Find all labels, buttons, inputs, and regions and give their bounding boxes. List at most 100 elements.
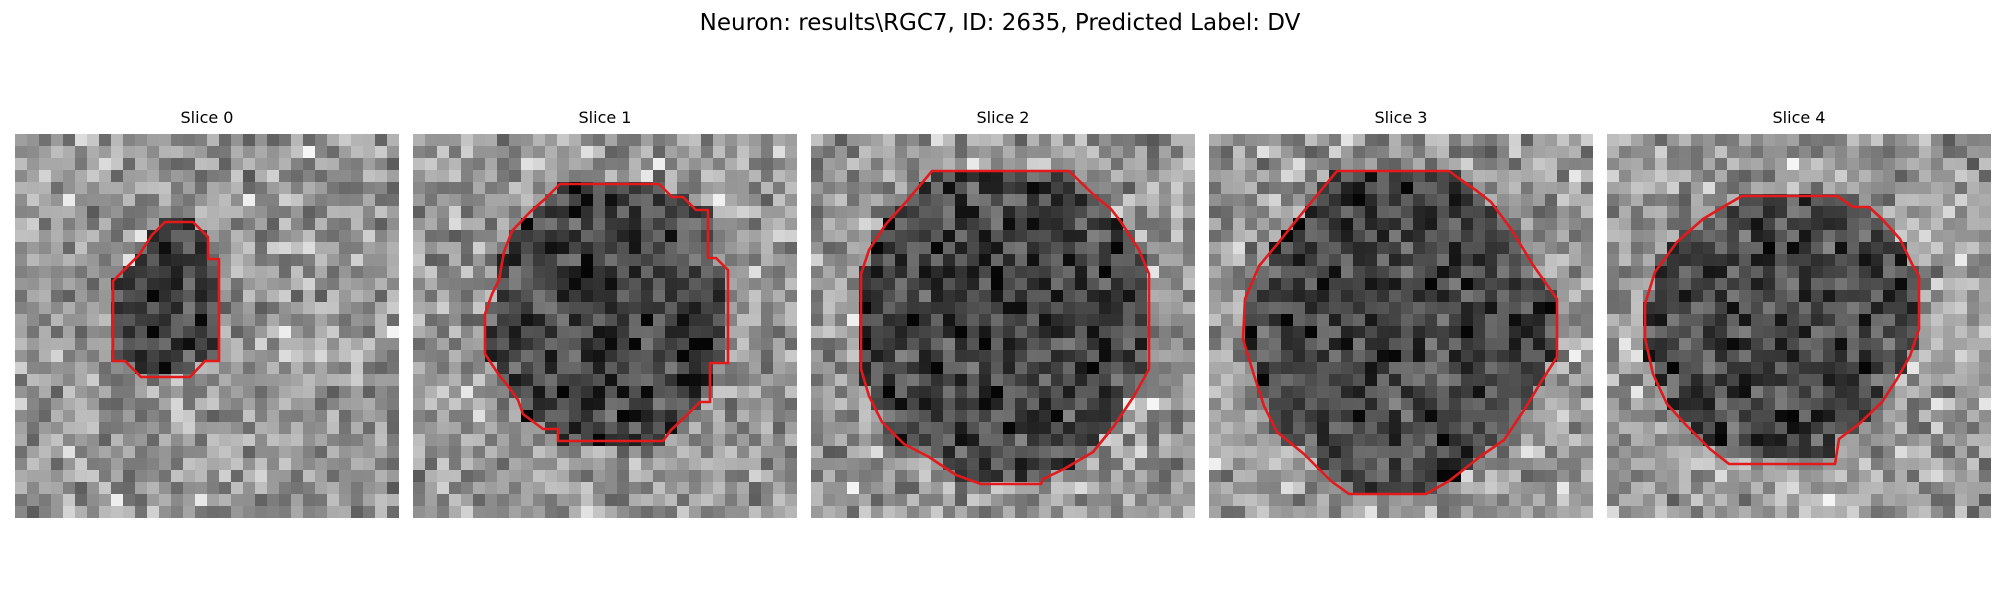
pixel xyxy=(1799,182,1811,194)
pixel xyxy=(437,326,449,338)
pixel xyxy=(701,350,713,362)
pixel xyxy=(1449,482,1461,494)
pixel xyxy=(1715,182,1727,194)
pixel xyxy=(1341,278,1353,290)
pixel xyxy=(159,254,171,266)
pixel xyxy=(1955,254,1967,266)
pixel xyxy=(1075,410,1087,422)
pixel xyxy=(123,338,135,350)
pixel xyxy=(1967,422,1979,434)
pixel xyxy=(1485,422,1497,434)
pixel xyxy=(1317,218,1329,230)
pixel xyxy=(243,314,255,326)
pixel xyxy=(1557,338,1569,350)
pixel xyxy=(1099,230,1111,242)
pixel xyxy=(773,338,785,350)
pixel xyxy=(1727,230,1739,242)
pixel xyxy=(1437,350,1449,362)
pixel xyxy=(1135,506,1147,518)
pixel xyxy=(1835,422,1847,434)
pixel xyxy=(1353,242,1365,254)
pixel xyxy=(243,326,255,338)
pixel xyxy=(231,470,243,482)
pixel xyxy=(1183,470,1195,482)
pixel xyxy=(1811,446,1823,458)
pixel xyxy=(677,386,689,398)
pixel xyxy=(231,482,243,494)
pixel xyxy=(195,458,207,470)
pixel xyxy=(1847,254,1859,266)
pixel xyxy=(135,134,147,146)
pixel xyxy=(785,302,797,314)
pixel xyxy=(605,494,617,506)
pixel xyxy=(1123,458,1135,470)
pixel xyxy=(27,302,39,314)
pixel xyxy=(1473,290,1485,302)
pixel xyxy=(1667,398,1679,410)
pixel xyxy=(363,242,375,254)
pixel xyxy=(303,386,315,398)
pixel xyxy=(1667,350,1679,362)
pixel xyxy=(1751,158,1763,170)
pixel xyxy=(545,170,557,182)
pixel xyxy=(87,386,99,398)
pixel xyxy=(737,314,749,326)
pixel xyxy=(1799,398,1811,410)
pixel xyxy=(569,482,581,494)
pixel xyxy=(1485,386,1497,398)
pixel xyxy=(1293,134,1305,146)
pixel xyxy=(1509,194,1521,206)
pixel xyxy=(1775,170,1787,182)
pixel xyxy=(1159,482,1171,494)
pixel xyxy=(689,398,701,410)
pixel xyxy=(1449,242,1461,254)
pixel xyxy=(1497,158,1509,170)
pixel xyxy=(1967,434,1979,446)
pixel xyxy=(1955,146,1967,158)
pixel xyxy=(1895,338,1907,350)
pixel xyxy=(413,470,425,482)
pixel xyxy=(1147,218,1159,230)
pixel xyxy=(557,254,569,266)
pixel xyxy=(1353,314,1365,326)
pixel xyxy=(1655,422,1667,434)
pixel xyxy=(931,182,943,194)
pixel xyxy=(497,386,509,398)
pixel xyxy=(351,494,363,506)
pixel xyxy=(303,362,315,374)
pixel xyxy=(847,194,859,206)
pixel xyxy=(1087,146,1099,158)
pixel xyxy=(931,170,943,182)
pixel xyxy=(315,458,327,470)
pixel xyxy=(449,410,461,422)
pixel xyxy=(1931,422,1943,434)
pixel xyxy=(1835,170,1847,182)
pixel xyxy=(521,362,533,374)
pixel xyxy=(339,206,351,218)
pixel xyxy=(1473,218,1485,230)
pixel xyxy=(1135,470,1147,482)
pixel xyxy=(545,506,557,518)
pixel xyxy=(75,194,87,206)
pixel xyxy=(1377,398,1389,410)
pixel xyxy=(243,470,255,482)
pixel xyxy=(291,134,303,146)
pixel xyxy=(785,314,797,326)
pixel xyxy=(1183,194,1195,206)
pixel xyxy=(785,254,797,266)
pixel xyxy=(279,374,291,386)
pixel xyxy=(1497,350,1509,362)
pixel xyxy=(1509,158,1521,170)
pixel xyxy=(1039,386,1051,398)
pixel xyxy=(1895,278,1907,290)
pixel xyxy=(87,494,99,506)
pixel xyxy=(1955,134,1967,146)
pixel xyxy=(773,386,785,398)
pixel xyxy=(75,158,87,170)
pixel xyxy=(1329,326,1341,338)
pixel xyxy=(1461,362,1473,374)
pixel xyxy=(907,470,919,482)
pixel xyxy=(943,506,955,518)
pixel xyxy=(1931,266,1943,278)
pixel xyxy=(943,362,955,374)
